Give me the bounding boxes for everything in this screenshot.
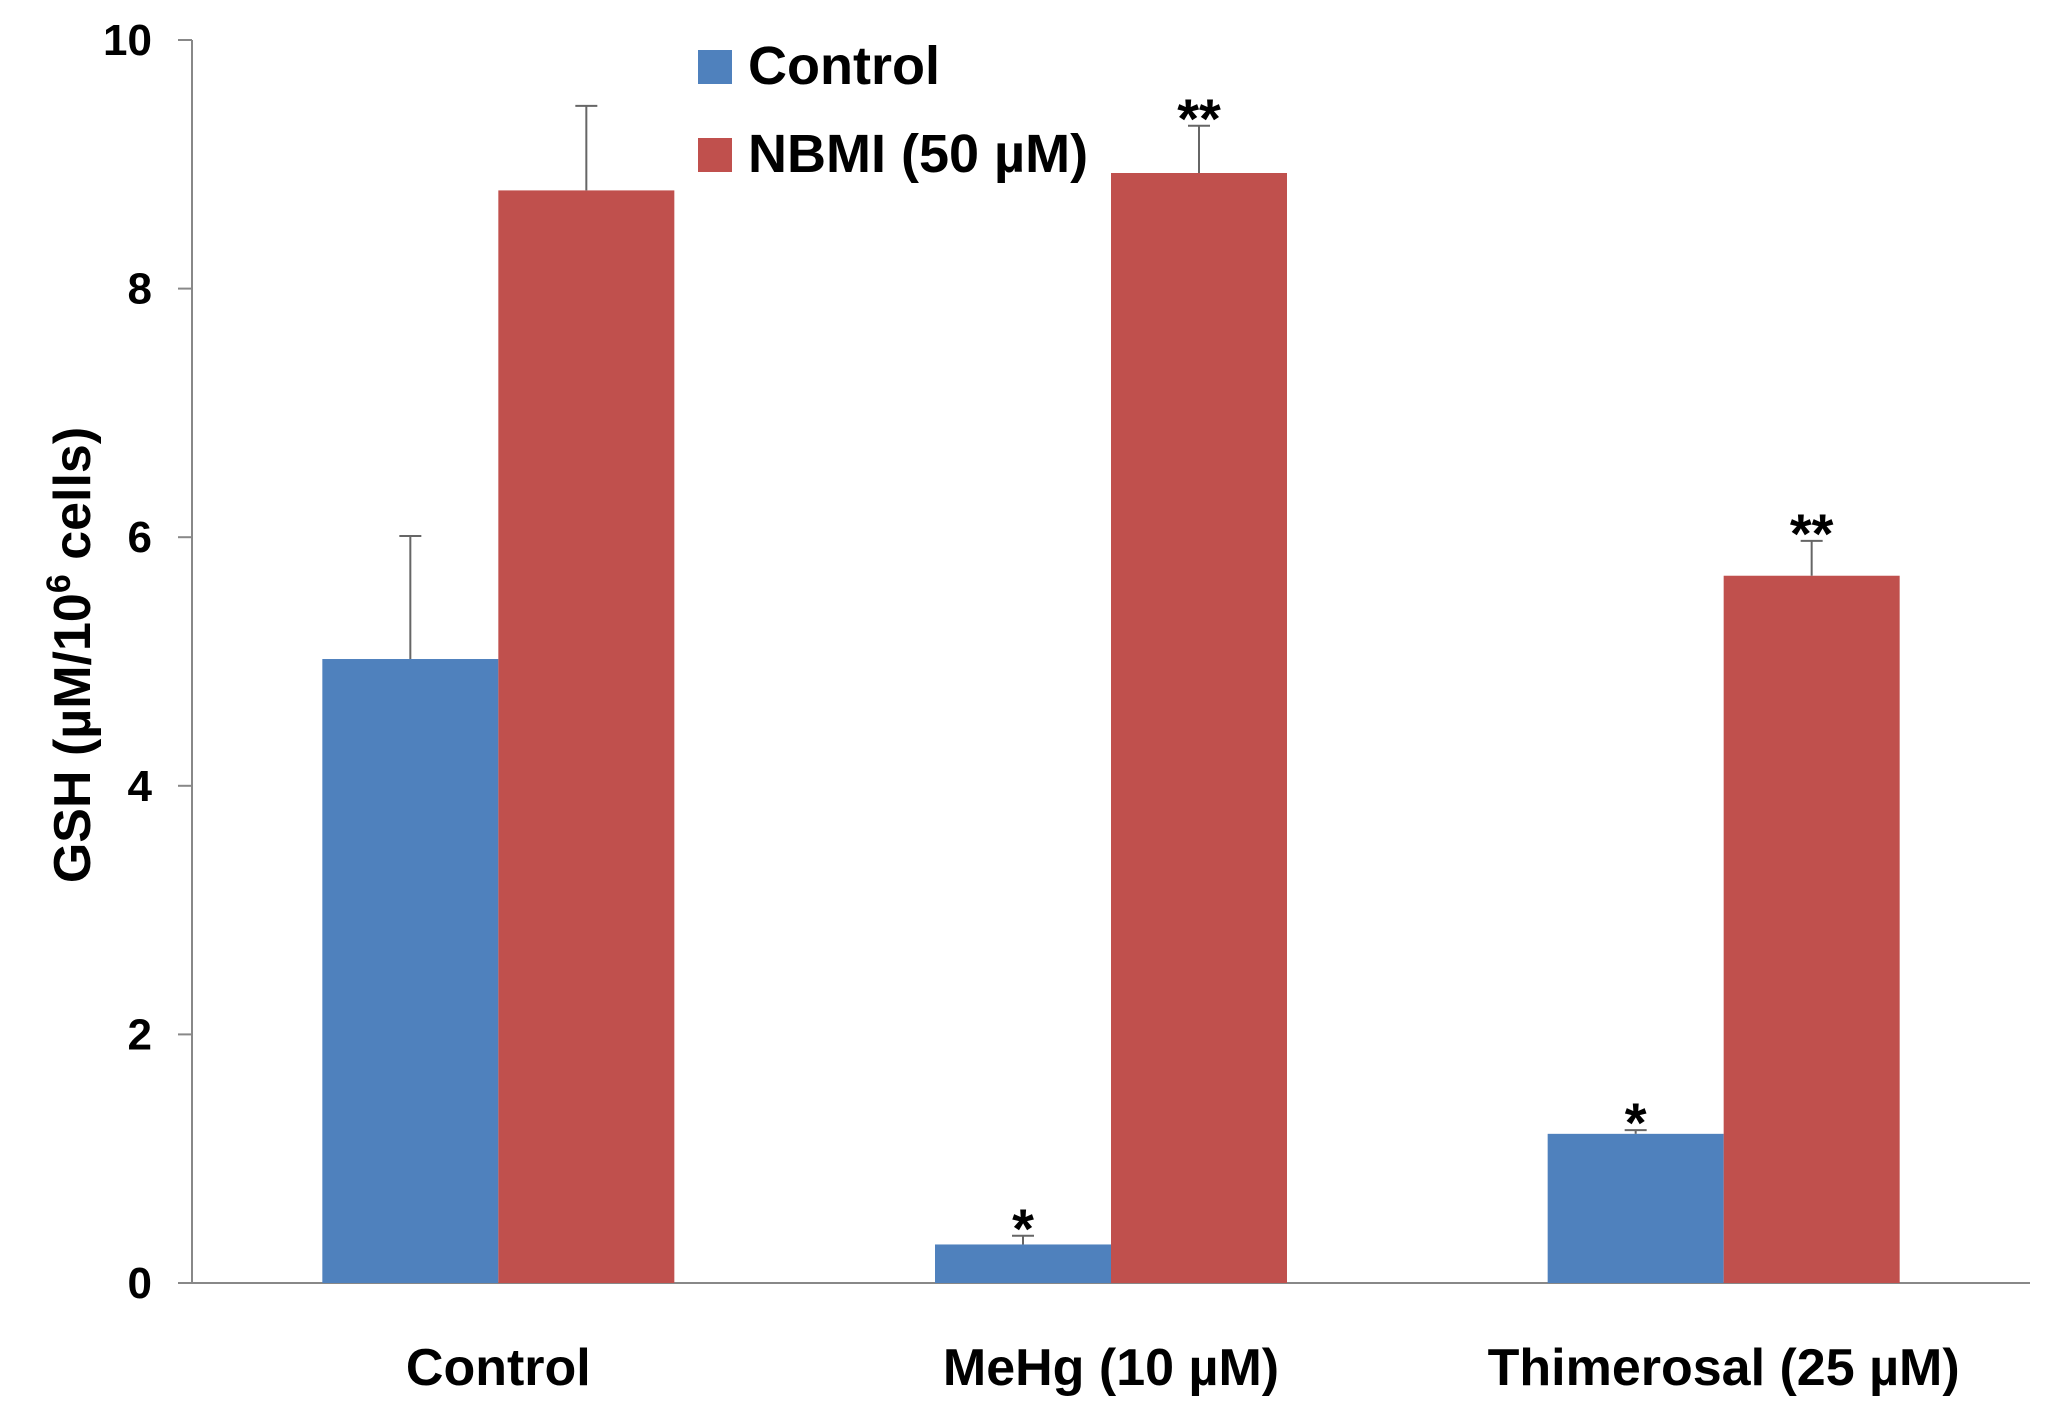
significance-label: * bbox=[1012, 1197, 1034, 1260]
category-label: Control bbox=[406, 1339, 591, 1397]
significance-label: * bbox=[1625, 1091, 1647, 1154]
bar bbox=[935, 1244, 1111, 1283]
bar bbox=[1111, 173, 1287, 1284]
significance-label: ** bbox=[1177, 87, 1221, 150]
y-tick-label: 8 bbox=[128, 265, 152, 314]
legend-label: Control bbox=[748, 36, 940, 96]
bar bbox=[1547, 1133, 1724, 1283]
y-tick-label: 0 bbox=[128, 1259, 152, 1308]
bars bbox=[322, 173, 1900, 1284]
y-ticks: 0 2 4 6 8 10 bbox=[103, 16, 192, 1308]
legend-swatch bbox=[698, 138, 732, 172]
bar bbox=[1723, 575, 1900, 1283]
y-axis-label-tail: cells) bbox=[44, 427, 102, 574]
significance-label: ** bbox=[1790, 502, 1834, 565]
legend-label: NBMI (50 µM) bbox=[748, 124, 1088, 184]
y-axis-label-main: GSH (µM/10 bbox=[44, 593, 102, 883]
y-tick-label: 6 bbox=[128, 513, 152, 562]
legend-swatch bbox=[698, 50, 732, 84]
category-labels: Control MeHg (10 µM) Thimerosal (25 µM) bbox=[406, 1339, 1960, 1397]
bar bbox=[498, 190, 675, 1284]
y-tick-label: 4 bbox=[128, 762, 153, 811]
category-label: MeHg (10 µM) bbox=[943, 1339, 1279, 1397]
significance-labels: ****** bbox=[1012, 87, 1834, 1260]
y-axis-label: GSH (µM/106 cells) bbox=[40, 427, 102, 883]
y-axis-label-superscript: 6 bbox=[40, 574, 78, 593]
bar bbox=[322, 659, 499, 1283]
y-tick-label: 2 bbox=[128, 1010, 152, 1059]
category-label: Thimerosal (25 µM) bbox=[1488, 1339, 1960, 1397]
legend: Control NBMI (50 µM) bbox=[698, 36, 1088, 184]
y-tick-label: 10 bbox=[103, 16, 152, 65]
error-bars bbox=[399, 104, 1823, 1245]
